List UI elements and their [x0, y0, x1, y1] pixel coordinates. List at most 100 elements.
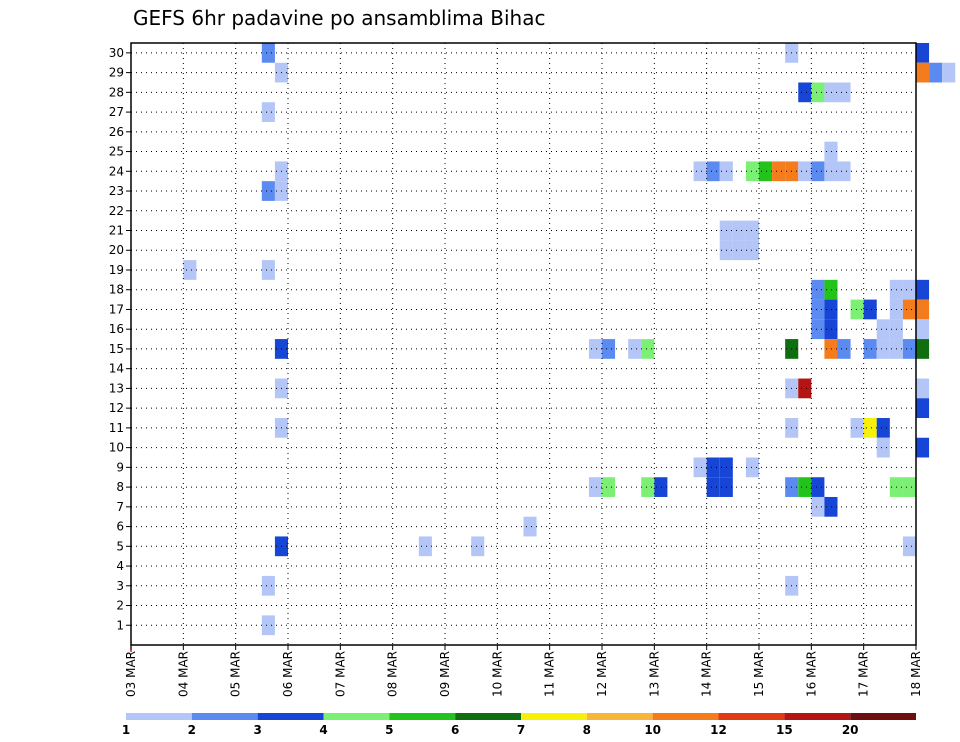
colorbar-swatch — [323, 713, 390, 720]
data-cell — [902, 536, 916, 557]
data-cell — [745, 220, 759, 241]
x-tick-label: 06 MAR — [281, 651, 295, 697]
data-cell — [811, 299, 825, 320]
plot-frame — [130, 42, 917, 646]
colorbar-swatch — [521, 713, 587, 720]
data-cell — [916, 279, 930, 300]
y-tick-label: 19 — [109, 263, 124, 277]
data-cell — [916, 398, 930, 419]
data-cell — [811, 161, 825, 182]
colorbar-swatch — [850, 713, 916, 720]
data-cell — [863, 299, 877, 320]
colorbar-label: 3 — [253, 723, 261, 737]
data-cell — [916, 43, 930, 63]
y-tick-label: 27 — [109, 105, 124, 119]
data-cell — [837, 82, 851, 103]
y-tick-label: 24 — [109, 164, 124, 178]
y-tick-label: 11 — [109, 421, 124, 435]
data-cell — [876, 339, 890, 359]
y-tick-label: 4 — [116, 559, 124, 573]
data-cell — [902, 339, 916, 359]
chart-title: GEFS 6hr padavine po ansamblima Bihac — [133, 6, 546, 30]
data-cell — [732, 220, 746, 241]
data-cell — [261, 260, 275, 280]
colorbar-label: 4 — [319, 723, 327, 737]
data-cell — [745, 161, 759, 182]
x-tick-label: 17 MAR — [857, 651, 871, 697]
y-tick-label: 2 — [116, 599, 124, 613]
data-cell — [798, 378, 812, 399]
y-tick-label: 26 — [109, 125, 124, 139]
colorbar-swatch — [652, 713, 719, 720]
data-cell — [811, 496, 825, 517]
y-tick-label: 28 — [109, 85, 124, 99]
data-cell — [183, 260, 197, 280]
data-cell — [693, 161, 707, 182]
y-tick-label: 12 — [109, 401, 124, 415]
data-cell — [824, 496, 838, 517]
data-cell — [261, 102, 275, 122]
x-tick-label: 10 MAR — [490, 651, 504, 697]
colorbar-label: 15 — [776, 723, 793, 737]
y-tick-label: 22 — [109, 204, 124, 218]
colorbar-label: 6 — [451, 723, 459, 737]
data-cell — [929, 62, 943, 83]
x-tick-label: 11 MAR — [543, 651, 557, 697]
colorbar-label: 12 — [710, 723, 727, 737]
x-tick-label: 05 MAR — [229, 651, 243, 697]
data-cell — [261, 181, 275, 201]
cells-layer — [183, 43, 956, 636]
colorbar: 1 2 3 4 5 6 7 8 10 12 15 20 — [122, 713, 916, 737]
data-cell — [628, 339, 642, 359]
y-tick-label: 1 — [116, 618, 124, 632]
y-tick-label: 7 — [116, 500, 124, 514]
x-tick-label: 04 MAR — [176, 651, 190, 697]
data-cell — [876, 319, 890, 340]
data-cell — [261, 615, 275, 636]
colorbar-swatch — [718, 713, 785, 720]
data-cell — [693, 457, 707, 478]
y-tick-label: 29 — [109, 66, 124, 80]
y-tick-label: 17 — [109, 302, 124, 316]
colorbar-label: 2 — [188, 723, 196, 737]
data-cell — [641, 339, 655, 359]
data-cell — [732, 240, 746, 261]
data-cell — [706, 477, 720, 497]
x-tick-label: 03 MAR — [124, 651, 138, 697]
x-tick-label: 14 MAR — [700, 651, 714, 697]
data-cell — [261, 43, 275, 63]
data-cell — [811, 319, 825, 340]
axis-layer: 1234567891011121314151617181920212223242… — [109, 42, 923, 697]
y-tick-label: 5 — [116, 539, 124, 553]
colorbar-label: 7 — [517, 723, 525, 737]
data-cell — [837, 339, 851, 359]
colorbar-swatch — [784, 713, 851, 720]
y-tick-label: 3 — [116, 579, 124, 593]
y-tick-label: 16 — [109, 322, 124, 336]
colorbar-label: 1 — [122, 723, 130, 737]
y-tick-label: 9 — [116, 460, 124, 474]
data-cell — [811, 279, 825, 300]
data-cell — [916, 339, 930, 359]
colorbar-swatch — [257, 713, 324, 720]
colorbar-swatch — [586, 713, 653, 720]
x-tick-label: 08 MAR — [386, 651, 400, 697]
data-cell — [602, 477, 616, 497]
data-cell — [798, 161, 812, 182]
y-tick-label: 8 — [116, 480, 124, 494]
data-cell — [811, 477, 825, 497]
data-cell — [824, 82, 838, 103]
x-tick-label: 18 MAR — [909, 651, 923, 697]
y-tick-label: 25 — [109, 145, 124, 159]
data-cell — [824, 319, 838, 340]
colorbar-label: 8 — [583, 723, 591, 737]
data-cell — [706, 457, 720, 478]
data-cell — [916, 378, 930, 399]
data-cell — [824, 339, 838, 359]
x-tick-label: 13 MAR — [647, 651, 661, 697]
data-cell — [759, 161, 773, 182]
grid-layer — [131, 43, 916, 645]
y-tick-label: 23 — [109, 184, 124, 198]
data-cell — [588, 477, 602, 497]
data-cell — [261, 575, 275, 596]
